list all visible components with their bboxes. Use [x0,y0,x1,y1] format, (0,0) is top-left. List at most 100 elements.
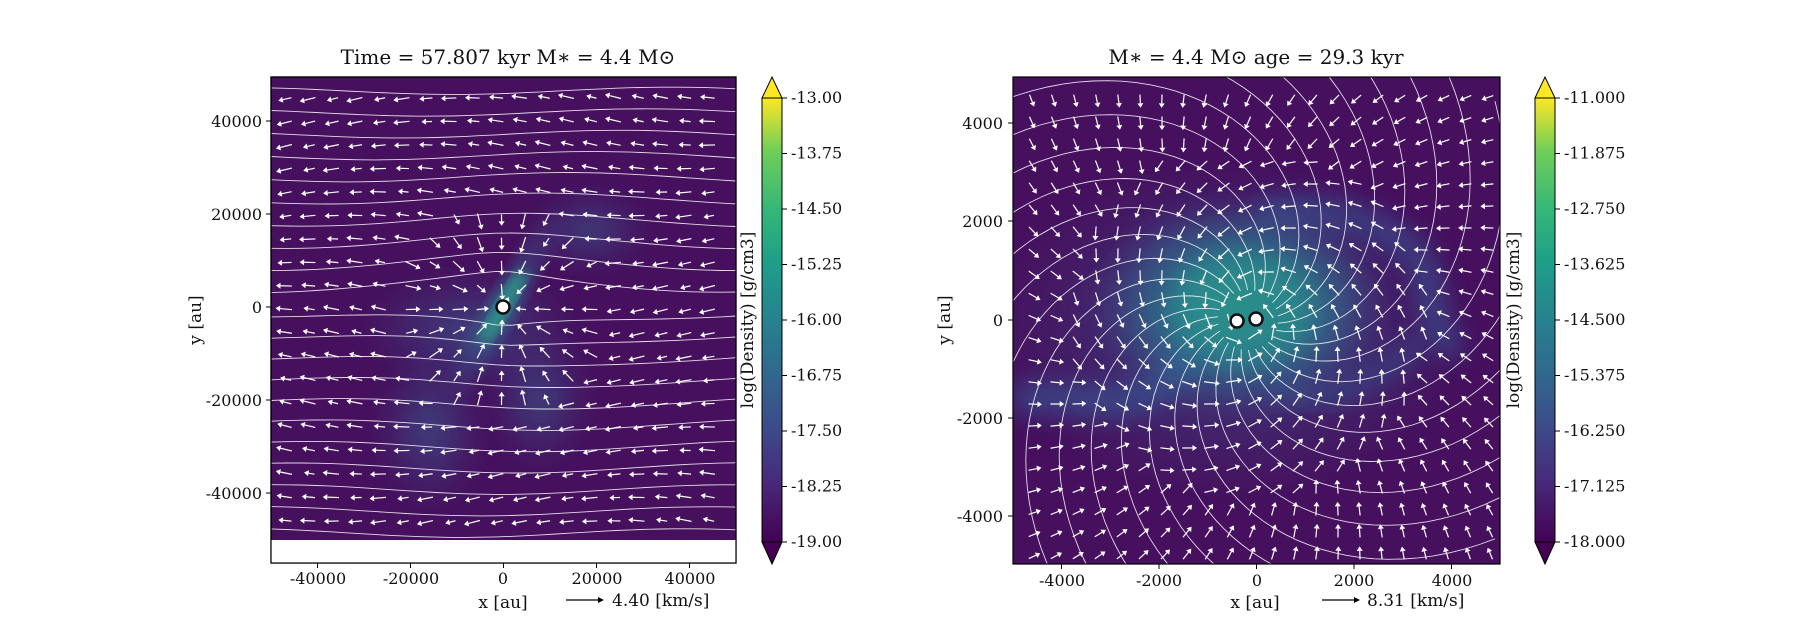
right-velocity-arrow [1050,467,1060,471]
right-velocity-arrow [1160,447,1171,450]
right-velocity-arrow [1139,138,1142,148]
right-velocity-arrow [1462,161,1472,165]
left-velocity-arrow [632,355,645,360]
right-velocity-arrowhead [1339,459,1345,465]
left-velocity-arrowhead [700,400,706,407]
left-velocity-arrowhead [700,492,706,499]
right-velocity-arrow [1050,424,1060,427]
left-velocity-arrowhead [499,295,506,301]
left-velocity-arrow [609,449,621,453]
right-velocity-arrowhead [1051,123,1058,129]
left-velocity-arrow [520,348,527,359]
right-velocity-arrowhead [1419,459,1426,465]
left-velocity-arrowhead [632,424,638,431]
right-velocity-arrowhead [1349,263,1356,269]
left-velocity-arrow [538,472,551,477]
right-velocity-arrowhead [1095,301,1102,307]
right-velocity-arrow [1160,314,1167,325]
right-velocity-arrowhead [1213,465,1219,472]
right-streamline [1277,77,1376,324]
right-velocity-arrowhead [1458,182,1464,189]
right-velocity-arrowhead [1238,356,1243,363]
right-velocity-arrow [1094,402,1104,410]
left-velocity-arrow [424,449,433,452]
left-velocity-arrowhead [489,94,494,101]
left-velocity-arrow [585,473,598,477]
right-velocity-arrow [1354,94,1362,102]
left-velocity-arrow [563,260,574,269]
right-velocity-arrow [1028,226,1036,234]
left-velocity-arrowhead [322,304,328,311]
left-velocity-arrowhead [699,308,705,315]
right-velocity-arrowhead [1332,324,1339,330]
left-velocity-arrow [566,166,574,170]
left-velocity-arrow [586,142,598,146]
right-velocity-arrow [1028,116,1034,125]
left-velocity-arrowhead [324,120,330,127]
left-velocity-arrowhead [395,165,401,172]
right-velocity-arrowhead [1293,346,1300,352]
left-velocity-arrowhead [463,306,469,313]
right-velocity-arrowhead [1397,415,1403,421]
right-velocity-arrow [1336,462,1343,472]
right-velocity-arrow [1204,529,1211,538]
left-velocity-arrowhead [632,117,638,124]
left-velocity-arrowhead [299,259,305,266]
left-velocity-arrowhead [411,351,417,357]
left-velocity-arrowhead [479,267,485,274]
right-velocity-arrowhead [1073,300,1080,306]
right-velocity-arrowhead [1076,364,1083,370]
right-velocity-arrowhead [1486,547,1493,554]
left-velocity-arrow [635,95,644,99]
left-velocity-arrowhead [418,472,424,479]
left-streamline [271,484,736,495]
right-velocity-arrowhead [1356,546,1363,551]
right-velocity-arrow [1240,292,1253,299]
left-velocity-arrowhead [325,258,331,265]
left-velocity-arrow [397,120,410,124]
left-velocity-arrowhead [322,494,328,501]
right-velocity-arrowhead [1325,201,1331,208]
right-velocity-arrow [1028,381,1038,384]
right-velocity-arrow [1292,486,1301,494]
right-velocity-arrow [1072,314,1079,324]
left-velocity-arrow [636,285,644,288]
right-velocity-arrowhead [1349,163,1355,169]
right-velocity-arrow [1466,529,1472,538]
right-velocity-arrow [1358,440,1364,450]
right-velocity-arrow [1138,552,1146,560]
right-velocity-arrowhead [1116,146,1123,152]
right-velocity-arrowhead [1100,551,1106,557]
right-velocity-arrow [1293,528,1297,538]
left-velocity-arrow [566,473,574,476]
right-velocity-arrow [1399,440,1406,450]
left-velocity-arrow [516,189,527,194]
left-velocity-arrowhead [464,186,470,193]
right-velocity-arrowhead [1393,140,1399,146]
right-xaxis: -4000 -2000 0 2000 4000 x [au] [1039,564,1472,613]
left-velocity-arrowhead [443,496,449,503]
right-velocity-arrow [1462,205,1472,208]
right-velocity-arrow [1094,160,1100,170]
right-velocity-arrowhead [1313,546,1320,552]
right-velocity-arrow [1314,372,1320,384]
right-velocity-arrowhead [1437,96,1444,102]
right-velocity-arrow [1182,336,1191,346]
right-star-marker [1248,311,1264,327]
left-velocity-arrow [397,97,410,101]
right-streamline [1013,114,1281,298]
right-velocity-arrowhead [1169,446,1175,452]
right-velocity-arrow [1199,204,1208,213]
right-velocity-arrowhead [1485,482,1491,488]
right-velocity-arrowhead [1458,160,1464,167]
left-velocity-arrowhead [277,259,283,266]
left-velocity-arrow [351,283,363,287]
right-streamline [1277,77,1348,317]
right-velocity-arrowhead [1337,391,1344,397]
right-velocity-arrow [1353,160,1362,167]
right-velocity-arrow [1225,379,1238,383]
left-velocity-arrow [563,118,574,123]
left-velocity-arrowhead [350,494,355,501]
right-velocity-arrow [1116,292,1121,303]
right-velocity-arrowhead [1092,235,1099,241]
